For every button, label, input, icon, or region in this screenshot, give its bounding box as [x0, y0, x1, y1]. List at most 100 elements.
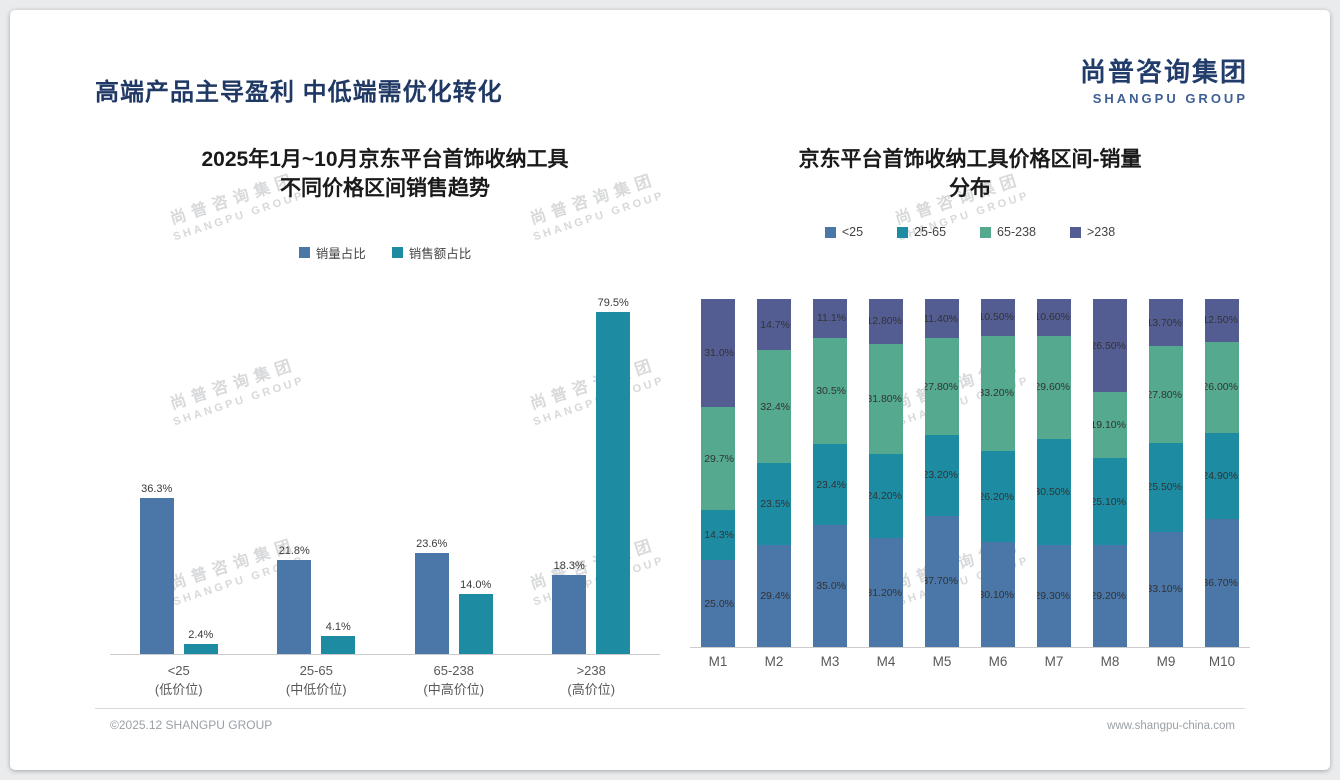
x-axis-label-main: >238 [576, 663, 606, 678]
bar-segment: 29.7% [701, 406, 735, 511]
left-chart-title-line2: 不同价格区间销售趋势 [280, 177, 490, 200]
stacked-bar: 25.0% 14.3% 29.7% 31.0% [701, 298, 735, 647]
month-label: M7 [1044, 654, 1064, 669]
x-axis-label-main: 25-65 [299, 663, 333, 678]
bar-value-label: 2.4% [188, 628, 214, 641]
segment-label: 27.80% [925, 380, 958, 393]
stacked-bar: 31.20% 24.20% 31.80% 12.80% [869, 299, 903, 647]
segment-label: 26.50% [1093, 339, 1126, 352]
bar-column: 18.3% [552, 560, 587, 654]
stacked-bar-cell: 29.20% 25.10% 19.10% 26.50% [1082, 299, 1138, 647]
segment-label: 29.20% [1093, 590, 1126, 603]
segment-label: 29.7% [704, 452, 734, 465]
x-axis-label: 25-65 (中低价位) [248, 661, 386, 699]
segment-label: 19.10% [1093, 418, 1126, 431]
legend-item-sales-share: 销量占比 [298, 243, 366, 262]
bar-segment: 23.5% [757, 462, 791, 545]
left-chart-title: 2025年1月~10月京东平台首饰收纳工具 不同价格区间销售趋势 [100, 145, 670, 203]
logo-cn-text: 尚普咨询集团 [1079, 57, 1248, 87]
bar-segment: 33.10% [1149, 531, 1183, 647]
bar-segment: 11.1% [813, 299, 847, 338]
bar-segment: 26.00% [1205, 342, 1239, 433]
legend-item-65-238: 65-238 [980, 225, 1036, 239]
bar-销售额占比 [321, 636, 356, 654]
bar-segment: 29.20% [1093, 545, 1127, 647]
bar-segment: 30.5% [813, 337, 847, 444]
stacked-bar-cell: 31.20% 24.20% 31.80% 12.80% [858, 299, 914, 647]
month-label: M2 [764, 654, 784, 669]
legend-label: 销售额占比 [408, 247, 472, 261]
bar-segment: 11.40% [925, 298, 959, 339]
segment-label: 24.90% [1205, 469, 1238, 482]
legend-swatch-green [980, 226, 992, 238]
x-axis-label-sub: (中低价位) [285, 682, 347, 697]
legend-swatch-purple [1069, 226, 1081, 238]
bar-segment: 35.0% [813, 525, 847, 647]
stacked-bar: 36.70% 24.90% 26.00% 12.50% [1205, 298, 1239, 647]
legend-label: 销量占比 [315, 247, 366, 261]
right-x-axis: M1 M2 M3 M4 M5 M6 M7 M8 M9 M10 [690, 654, 1250, 669]
bar-销售额占比 [458, 593, 493, 654]
legend-swatch-blue [824, 226, 836, 238]
segment-label: 30.50% [1037, 485, 1070, 498]
month-label: M3 [820, 654, 840, 669]
bar-segment: 10.50% [981, 299, 1015, 336]
bar-segment: 23.20% [925, 435, 959, 516]
segment-label: 33.10% [1149, 583, 1182, 596]
bar-value-label: 23.6% [416, 537, 448, 550]
segment-label: 32.4% [760, 400, 790, 413]
bar-segment: 12.80% [869, 299, 903, 344]
segment-label: 11.1% [817, 312, 846, 325]
bar-segment: 33.20% [981, 335, 1015, 452]
grouped-bar-chart: 2025年1月~10月京东平台首饰收纳工具 不同价格区间销售趋势 销量占比 销售… [100, 145, 670, 705]
bar-segment: 27.80% [1149, 346, 1183, 444]
page-title: 高端产品主导盈利 中低端需优化转化 [95, 79, 503, 106]
stacked-bar-cell: 36.70% 24.90% 26.00% 12.50% [1194, 298, 1250, 647]
stacked-bar: 30.10% 26.20% 33.20% 10.50% [981, 299, 1015, 647]
stacked-bar-cell: 33.10% 25.50% 27.80% 13.70% [1138, 298, 1194, 647]
right-chart-title-line2: 分布 [949, 177, 991, 200]
stacked-bar: 35.0% 23.4% 30.5% 11.1% [813, 299, 847, 647]
bar-column: 21.8% [277, 545, 312, 654]
bar-segment: 24.20% [869, 454, 903, 539]
month-label: M8 [1100, 654, 1120, 669]
left-x-axis: <25 (低价位) 25-65 (中低价位) 65-238 (中高价位) >238 (高价位) [110, 661, 660, 699]
segment-label: 25.0% [704, 597, 734, 610]
legend-label: >238 [1086, 225, 1116, 239]
footer-divider [95, 708, 1245, 709]
legend-item-25-65: 25-65 [897, 225, 946, 239]
legend-item-lt25: <25 [824, 225, 863, 239]
segment-label: 31.0% [704, 346, 734, 359]
stacked-bar-chart: 京东平台首饰收纳工具价格区间-销量 分布 <25 25-65 65-238 >2… [680, 145, 1260, 705]
month-label: M1 [708, 654, 728, 669]
logo-en-text: SHANGPU GROUP [1092, 91, 1248, 106]
bar-销量占比 [414, 552, 449, 654]
stacked-bar: 29.30% 30.50% 29.60% 10.60% [1037, 299, 1071, 647]
segment-label: 13.70% [1149, 316, 1182, 329]
bar-segment: 25.10% [1093, 458, 1127, 546]
bar-group: 21.8% 4.1% [248, 310, 386, 654]
bar-segment: 27.80% [925, 338, 959, 436]
segment-label: 29.30% [1037, 590, 1070, 602]
bar-segment: 14.7% [757, 298, 791, 351]
bar-销量占比 [552, 575, 587, 654]
right-chart-title: 京东平台首饰收纳工具价格区间-销量 分布 [680, 145, 1260, 203]
stacked-bar-cell: 29.30% 30.50% 29.60% 10.60% [1026, 299, 1082, 647]
segment-label: 29.4% [760, 589, 790, 602]
bar-column: 14.0% [458, 578, 493, 654]
segment-label: 24.20% [869, 490, 902, 503]
footer-website: www.shangpu-china.com [1107, 720, 1235, 732]
bar-value-label: 14.0% [460, 578, 492, 591]
bar-segment: 13.70% [1149, 298, 1183, 347]
segment-label: 31.80% [869, 392, 902, 405]
month-label: M10 [1208, 654, 1236, 669]
stacked-bar-cell: 35.0% 23.4% 30.5% 11.1% [802, 299, 858, 647]
segment-label: 14.7% [760, 318, 790, 331]
bar-column: 4.1% [321, 621, 356, 654]
bar-value-label: 18.3% [553, 560, 585, 573]
slide-canvas: 尚普咨询集团 SHANGPU GROUP 尚普咨询集团 SHANGPU GROUP … [10, 10, 1330, 770]
stacked-bar: 29.4% 23.5% 32.4% 14.7% [757, 298, 791, 647]
legend-item-revenue-share: 销售额占比 [391, 243, 472, 262]
segment-label: 10.50% [981, 311, 1014, 324]
bar-segment: 14.3% [701, 510, 735, 560]
